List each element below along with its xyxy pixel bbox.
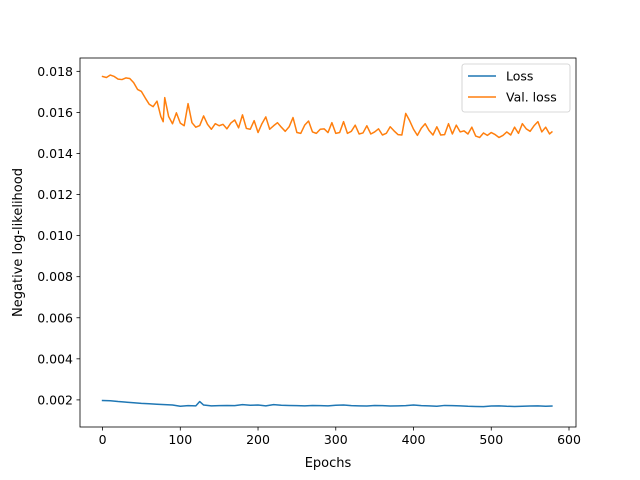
y-axis-title: Negative log-likelihood <box>11 168 26 317</box>
x-axis-title: Epochs <box>305 456 352 471</box>
legend-label-1: Val. loss <box>506 90 557 105</box>
series-layer <box>101 74 553 408</box>
y-tick-label: 0.014 <box>37 146 73 161</box>
y-tick-label: 0.012 <box>37 187 73 202</box>
y-tick-label: 0.002 <box>37 392 73 407</box>
x-tick-label: 400 <box>402 432 426 447</box>
y-tick-label: 0.006 <box>37 310 73 325</box>
x-tick-label: 200 <box>246 432 270 447</box>
y-tick-label: 0.016 <box>37 105 73 120</box>
y-tick-label: 0.018 <box>37 64 73 79</box>
y-axis: 0.002 0.004 0.006 0.008 0.010 0.012 0.014 0.016… <box>37 64 80 407</box>
series-line-1 <box>101 74 553 139</box>
legend: Loss Val. loss <box>461 63 571 113</box>
x-tick-label: 500 <box>479 432 503 447</box>
y-tick-label: 0.004 <box>37 351 73 366</box>
y-tick-label: 0.010 <box>37 228 73 243</box>
y-tick-label: 0.008 <box>37 269 73 284</box>
x-tick-label: 100 <box>168 432 192 447</box>
x-tick-label: 300 <box>324 432 348 447</box>
series-line-0 <box>101 399 553 408</box>
x-axis: 0 100 200 300 400 500 600 <box>99 427 581 447</box>
legend-label-0: Loss <box>506 69 533 84</box>
x-tick-label: 0 <box>99 432 107 447</box>
plot-frame <box>79 57 577 428</box>
x-tick-label: 600 <box>557 432 581 447</box>
